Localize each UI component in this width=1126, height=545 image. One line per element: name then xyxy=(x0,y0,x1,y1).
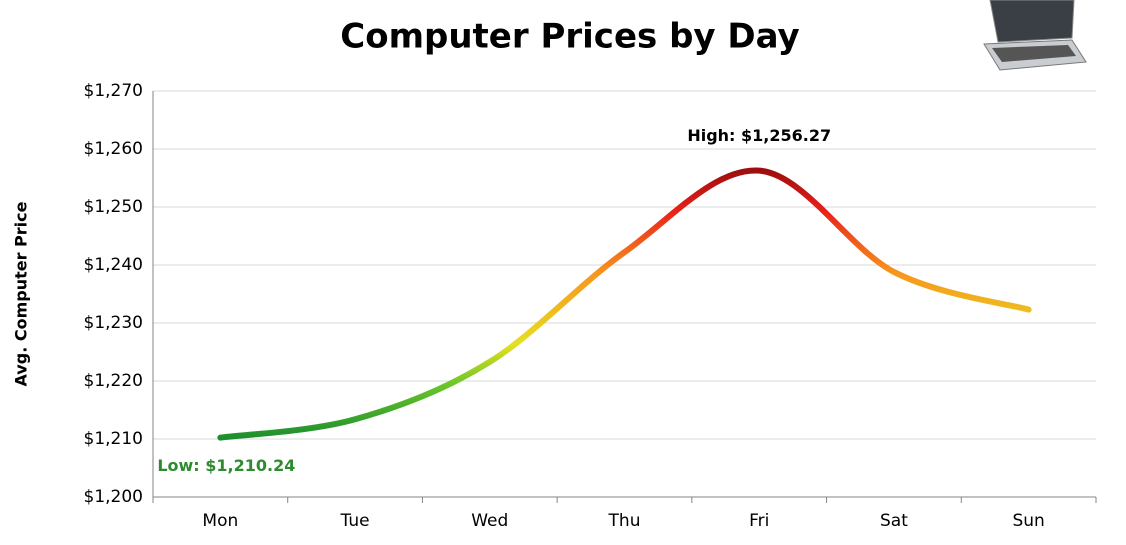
x-tick-label: Tue xyxy=(340,511,370,531)
x-tick-label: Fri xyxy=(749,511,769,531)
x-tick-label: Sat xyxy=(880,511,908,531)
laptop-icon xyxy=(984,0,1086,70)
line xyxy=(220,170,1028,437)
x-tick-label: Sun xyxy=(1012,511,1044,531)
y-tick-label: $1,210 xyxy=(84,429,143,449)
y-axis-label: Avg. Computer Price xyxy=(12,201,31,386)
x-tick-label: Mon xyxy=(202,511,238,531)
y-tick-label: $1,250 xyxy=(84,197,143,217)
annotation-high: High: $1,256.27 xyxy=(687,126,831,145)
y-tick-label: $1,270 xyxy=(84,81,143,101)
x-tick-label: Wed xyxy=(471,511,508,531)
y-tick-label: $1,220 xyxy=(84,371,143,391)
y-tick-label: $1,200 xyxy=(84,487,143,507)
y-tick-label: $1,230 xyxy=(84,313,143,333)
chart: Computer Prices by Day Avg. Computer Pri… xyxy=(0,0,1126,541)
y-tick-label: $1,240 xyxy=(84,255,143,275)
x-tick-label: Thu xyxy=(608,511,641,531)
annotation-low: Low: $1,210.24 xyxy=(157,456,295,475)
y-tick-label: $1,260 xyxy=(84,139,143,159)
chart-title: Computer Prices by Day xyxy=(340,17,799,57)
